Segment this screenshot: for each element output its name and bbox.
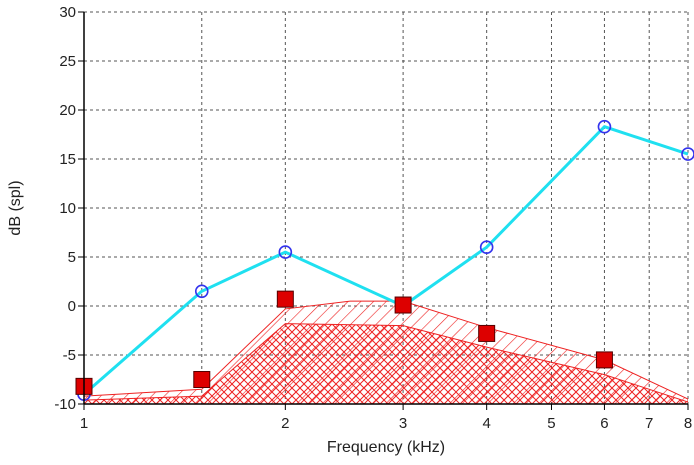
y-tick-label: 20 xyxy=(59,102,76,119)
x-tick-label: 3 xyxy=(399,415,407,432)
series-2-point xyxy=(276,290,294,308)
y-tick-label: 30 xyxy=(59,4,76,21)
y-tick-label: 25 xyxy=(59,53,76,70)
x-tick-label: 7 xyxy=(645,415,653,432)
y-tick-label: -5 xyxy=(63,347,76,364)
x-tick-label: 4 xyxy=(482,415,490,432)
series-2-point xyxy=(478,324,496,342)
series-2-point xyxy=(595,351,613,369)
y-axis-label: dB (spl) xyxy=(7,180,24,235)
x-tick-label: 6 xyxy=(600,415,608,432)
series-1-point xyxy=(194,284,209,299)
series-1-point xyxy=(479,240,494,254)
y-tick-label: 10 xyxy=(59,200,76,217)
x-tick-label: 5 xyxy=(547,415,555,432)
crosshatch-region xyxy=(84,323,688,404)
y-tick-label: -10 xyxy=(54,396,76,413)
y-tick-label: 5 xyxy=(68,249,76,266)
series-2-point xyxy=(193,371,211,388)
series-1-point xyxy=(597,119,612,134)
series-1-point xyxy=(278,245,293,259)
x-tick-label: 2 xyxy=(281,415,289,432)
y-tick-label: 0 xyxy=(68,298,76,315)
series-1-point xyxy=(681,147,694,161)
series-2-point xyxy=(394,296,412,314)
x-axis-label: Frequency (kHz) xyxy=(327,439,445,456)
y-tick-label: 15 xyxy=(59,151,76,168)
hatched-areas xyxy=(84,300,688,404)
tick-labels: 1 2 3 4 5 6 7 8 -10 -5 0 5 10 15 20 25 30 xyxy=(54,4,692,432)
x-tick-label: 1 xyxy=(80,415,88,432)
x-tick-label: 8 xyxy=(684,415,692,432)
